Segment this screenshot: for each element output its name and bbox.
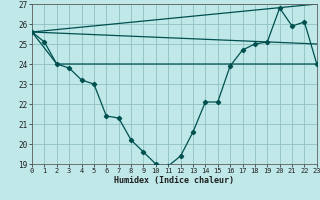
X-axis label: Humidex (Indice chaleur): Humidex (Indice chaleur) (115, 176, 234, 185)
